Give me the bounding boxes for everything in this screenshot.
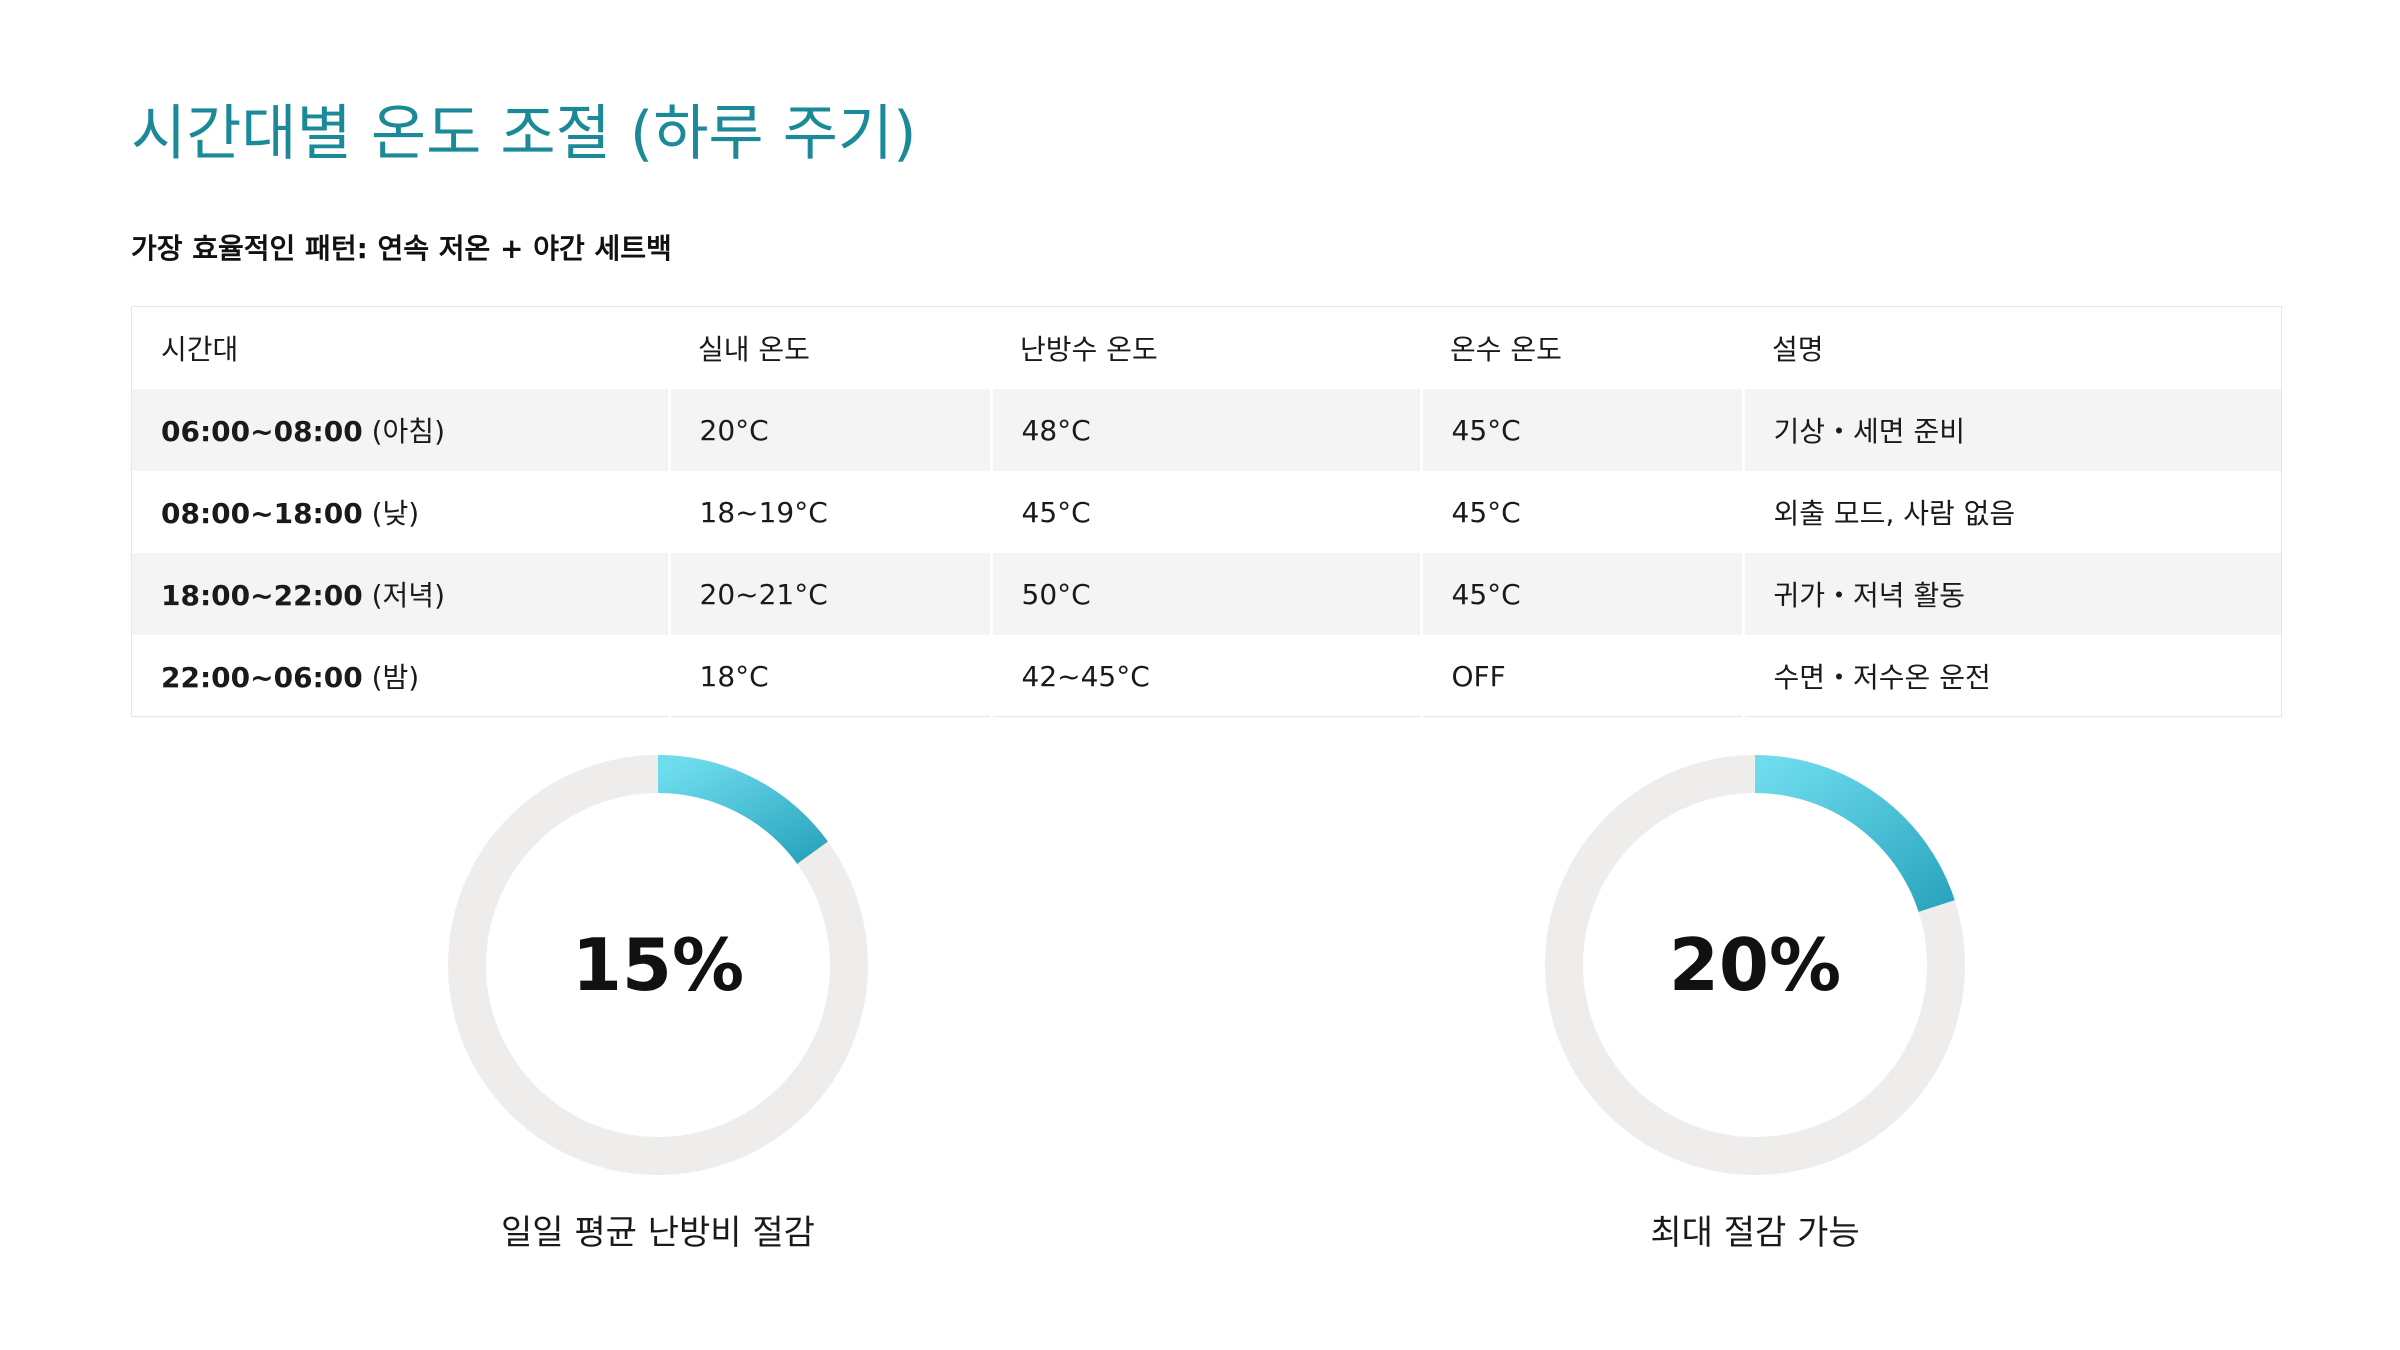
cell-time: 22:00~06:00 (밤) [132,635,669,717]
cell-indoor: 20°C [667,389,991,471]
cell-hotwater: 45°C [1419,553,1743,635]
cell-time: 08:00~18:00 (낮) [132,471,669,553]
cell-heating: 48°C [989,389,1421,471]
gauge-value: 15% [571,923,745,1007]
header-hotwater: 온수 온도 [1450,333,1562,366]
max-savings-gauge: 20% 최대 절감 가능 [1545,755,1965,1253]
max-savings-ring [1545,755,1965,1175]
cell-time: 06:00~08:00 (아침) [132,389,669,471]
cell-description: 귀가・저녁 활동 [1741,553,2281,635]
gauge-label: 일일 평균 난방비 절감 [501,1213,815,1253]
gauge-label: 최대 절감 가능 [1650,1213,1860,1253]
header-description: 설명 [1772,333,1824,366]
cell-time: 18:00~22:00 (저녁) [132,553,669,635]
page-subtitle: 가장 효율적인 패턴: 연속 저온 + 야간 세트백 [131,232,672,265]
header-heating: 난방수 온도 [1020,333,1158,366]
schedule-table: 시간대 실내 온도 난방수 온도 온수 온도 설명 06:00~08:00 (아… [131,306,2282,717]
cell-heating: 42~45°C [989,635,1421,717]
gauge-arc [1754,755,1955,913]
page-title: 시간대별 온도 조절 (하루 주기) [131,99,917,169]
header-indoor: 실내 온도 [698,333,810,366]
time-period: (낮) [362,497,420,530]
time-range: 18:00~22:00 [161,579,363,612]
header-time: 시간대 [161,333,239,366]
time-range: 22:00~06:00 [161,661,363,694]
cell-hotwater: OFF [1419,635,1743,717]
time-range: 06:00~08:00 [161,415,363,448]
table-header-row: 시간대 실내 온도 난방수 온도 온수 온도 설명 [132,307,2281,389]
cell-indoor: 18~19°C [667,471,991,553]
cell-indoor: 20~21°C [667,553,991,635]
cell-hotwater: 45°C [1419,389,1743,471]
time-period: (아침) [362,415,445,448]
daily-savings-gauge: 15% 일일 평균 난방비 절감 [448,755,868,1253]
time-range: 08:00~18:00 [161,497,363,530]
table-row: 08:00~18:00 (낮) 18~19°C 45°C 45°C 외출 모드,… [132,471,2281,553]
cell-description: 외출 모드, 사람 없음 [1741,471,2281,553]
table-row: 22:00~06:00 (밤) 18°C 42~45°C OFF 수면・저수온 … [132,635,2281,717]
gauge-value: 20% [1668,923,1842,1007]
cell-heating: 50°C [989,553,1421,635]
time-period: (밤) [362,661,420,694]
cell-indoor: 18°C [667,635,991,717]
table-row: 06:00~08:00 (아침) 20°C 48°C 45°C 기상・세면 준비 [132,389,2281,471]
table-row: 18:00~22:00 (저녁) 20~21°C 50°C 45°C 귀가・저녁… [132,553,2281,635]
cell-heating: 45°C [989,471,1421,553]
cell-description: 기상・세면 준비 [1741,389,2281,471]
cell-description: 수면・저수온 운전 [1741,635,2281,717]
gauge-arc [657,755,828,865]
cell-hotwater: 45°C [1419,471,1743,553]
daily-savings-ring [448,755,868,1175]
time-period: (저녁) [362,579,445,612]
